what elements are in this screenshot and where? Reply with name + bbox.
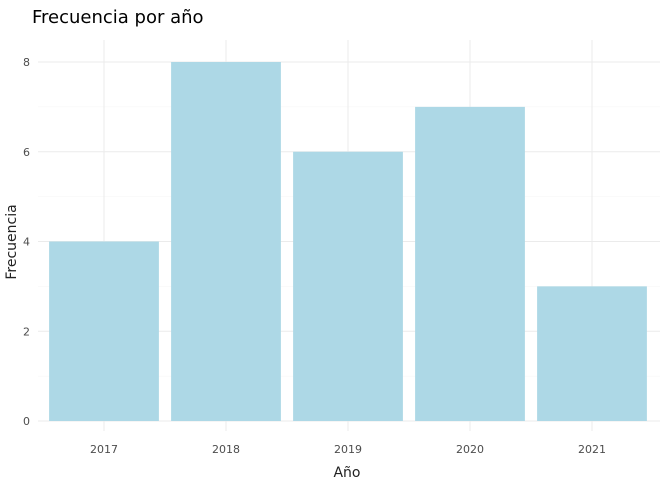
bar-2019 <box>293 151 403 421</box>
y-tick-label: 4 <box>23 236 30 249</box>
y-axis-label: Frecuencia <box>4 204 20 279</box>
chart-title: Frecuencia por año <box>32 7 204 28</box>
x-axis-label: Año <box>333 465 360 480</box>
y-tick-label: 8 <box>23 56 30 69</box>
y-tick-label: 2 <box>23 325 30 338</box>
x-tick-label: 2019 <box>334 443 362 456</box>
bar-2017 <box>49 241 159 421</box>
x-tick-label: 2017 <box>90 443 118 456</box>
x-tick-label: 2020 <box>456 443 484 456</box>
x-tick-label: 2018 <box>212 443 240 456</box>
x-tick-labels: 2017 2018 2019 2020 2021 <box>90 443 606 456</box>
bar-2021 <box>537 286 647 421</box>
y-tick-labels: 0 2 4 6 8 <box>23 56 30 428</box>
bar-2018 <box>171 62 281 421</box>
bar-2020 <box>415 106 525 421</box>
y-tick-label: 0 <box>23 415 30 428</box>
x-tick-label: 2021 <box>578 443 606 456</box>
y-tick-label: 6 <box>23 146 30 159</box>
bars <box>49 62 647 421</box>
